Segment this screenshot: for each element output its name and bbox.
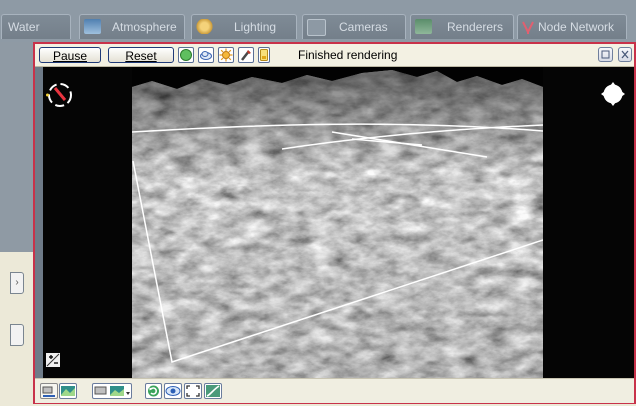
wireframe-grid [132,123,543,363]
left-panel: › [0,42,34,406]
panel-collapse-handle-lower[interactable] [10,324,24,346]
tab-label: Cameras [339,20,388,34]
tab-label: Water [8,20,40,34]
camera-compass-icon[interactable] [45,80,73,108]
terrain-preview-icon[interactable] [59,383,77,399]
node-network-icon [522,19,534,35]
tab-renderers[interactable]: Renderers [410,14,514,39]
render-bottom-toolbar [35,378,634,403]
render-toolbar: Pause Reset Finished rendering [35,44,634,67]
render-viewport[interactable] [35,67,634,378]
tab-node-network[interactable]: Node Network [517,14,627,39]
zoom-plus-minus-icon[interactable] [46,353,60,367]
tab-lighting[interactable]: Lighting [191,14,297,39]
navigation-pad-icon[interactable] [600,81,626,107]
tab-cameras[interactable]: Cameras [302,14,406,39]
window-close-button[interactable] [618,47,632,62]
window-restore-button[interactable] [598,47,613,62]
tab-label: Atmosphere [112,20,177,34]
tab-label: Renderers [447,20,504,34]
tab-label: Lighting [234,20,277,34]
camera-image-dropdown-icon[interactable] [92,383,132,399]
reset-button[interactable]: Reset [108,47,174,63]
curve-icon[interactable] [204,383,222,399]
sun-icon [196,19,213,34]
tab-water[interactable]: Water [1,14,71,39]
pause-button[interactable]: Pause [39,47,101,63]
battery-icon[interactable] [258,47,270,63]
tab-atmosphere[interactable]: Atmosphere [79,14,185,39]
tab-label: Node Network [538,20,615,34]
terrain-render[interactable] [132,67,543,378]
tab-strip: Water Atmosphere Lighting Cameras Render… [0,0,636,42]
refresh-icon[interactable] [145,383,162,399]
renderer-icon [415,19,432,34]
render-window: Pause Reset Finished rendering [33,42,636,404]
render-status: Finished rendering [298,48,398,62]
eye-icon[interactable] [164,383,182,399]
panel-collapse-handle[interactable]: › [10,272,24,294]
fit-view-icon[interactable] [184,383,202,399]
camera-icon [307,19,326,36]
camera-preview-icon[interactable] [40,383,58,399]
terrain-sphere-icon[interactable] [178,47,194,63]
atmosphere-icon [84,19,101,34]
sun-icon[interactable] [218,47,234,63]
viewport-left-strip [35,67,43,378]
brush-icon[interactable] [238,47,254,63]
cloud-icon[interactable] [198,47,214,63]
